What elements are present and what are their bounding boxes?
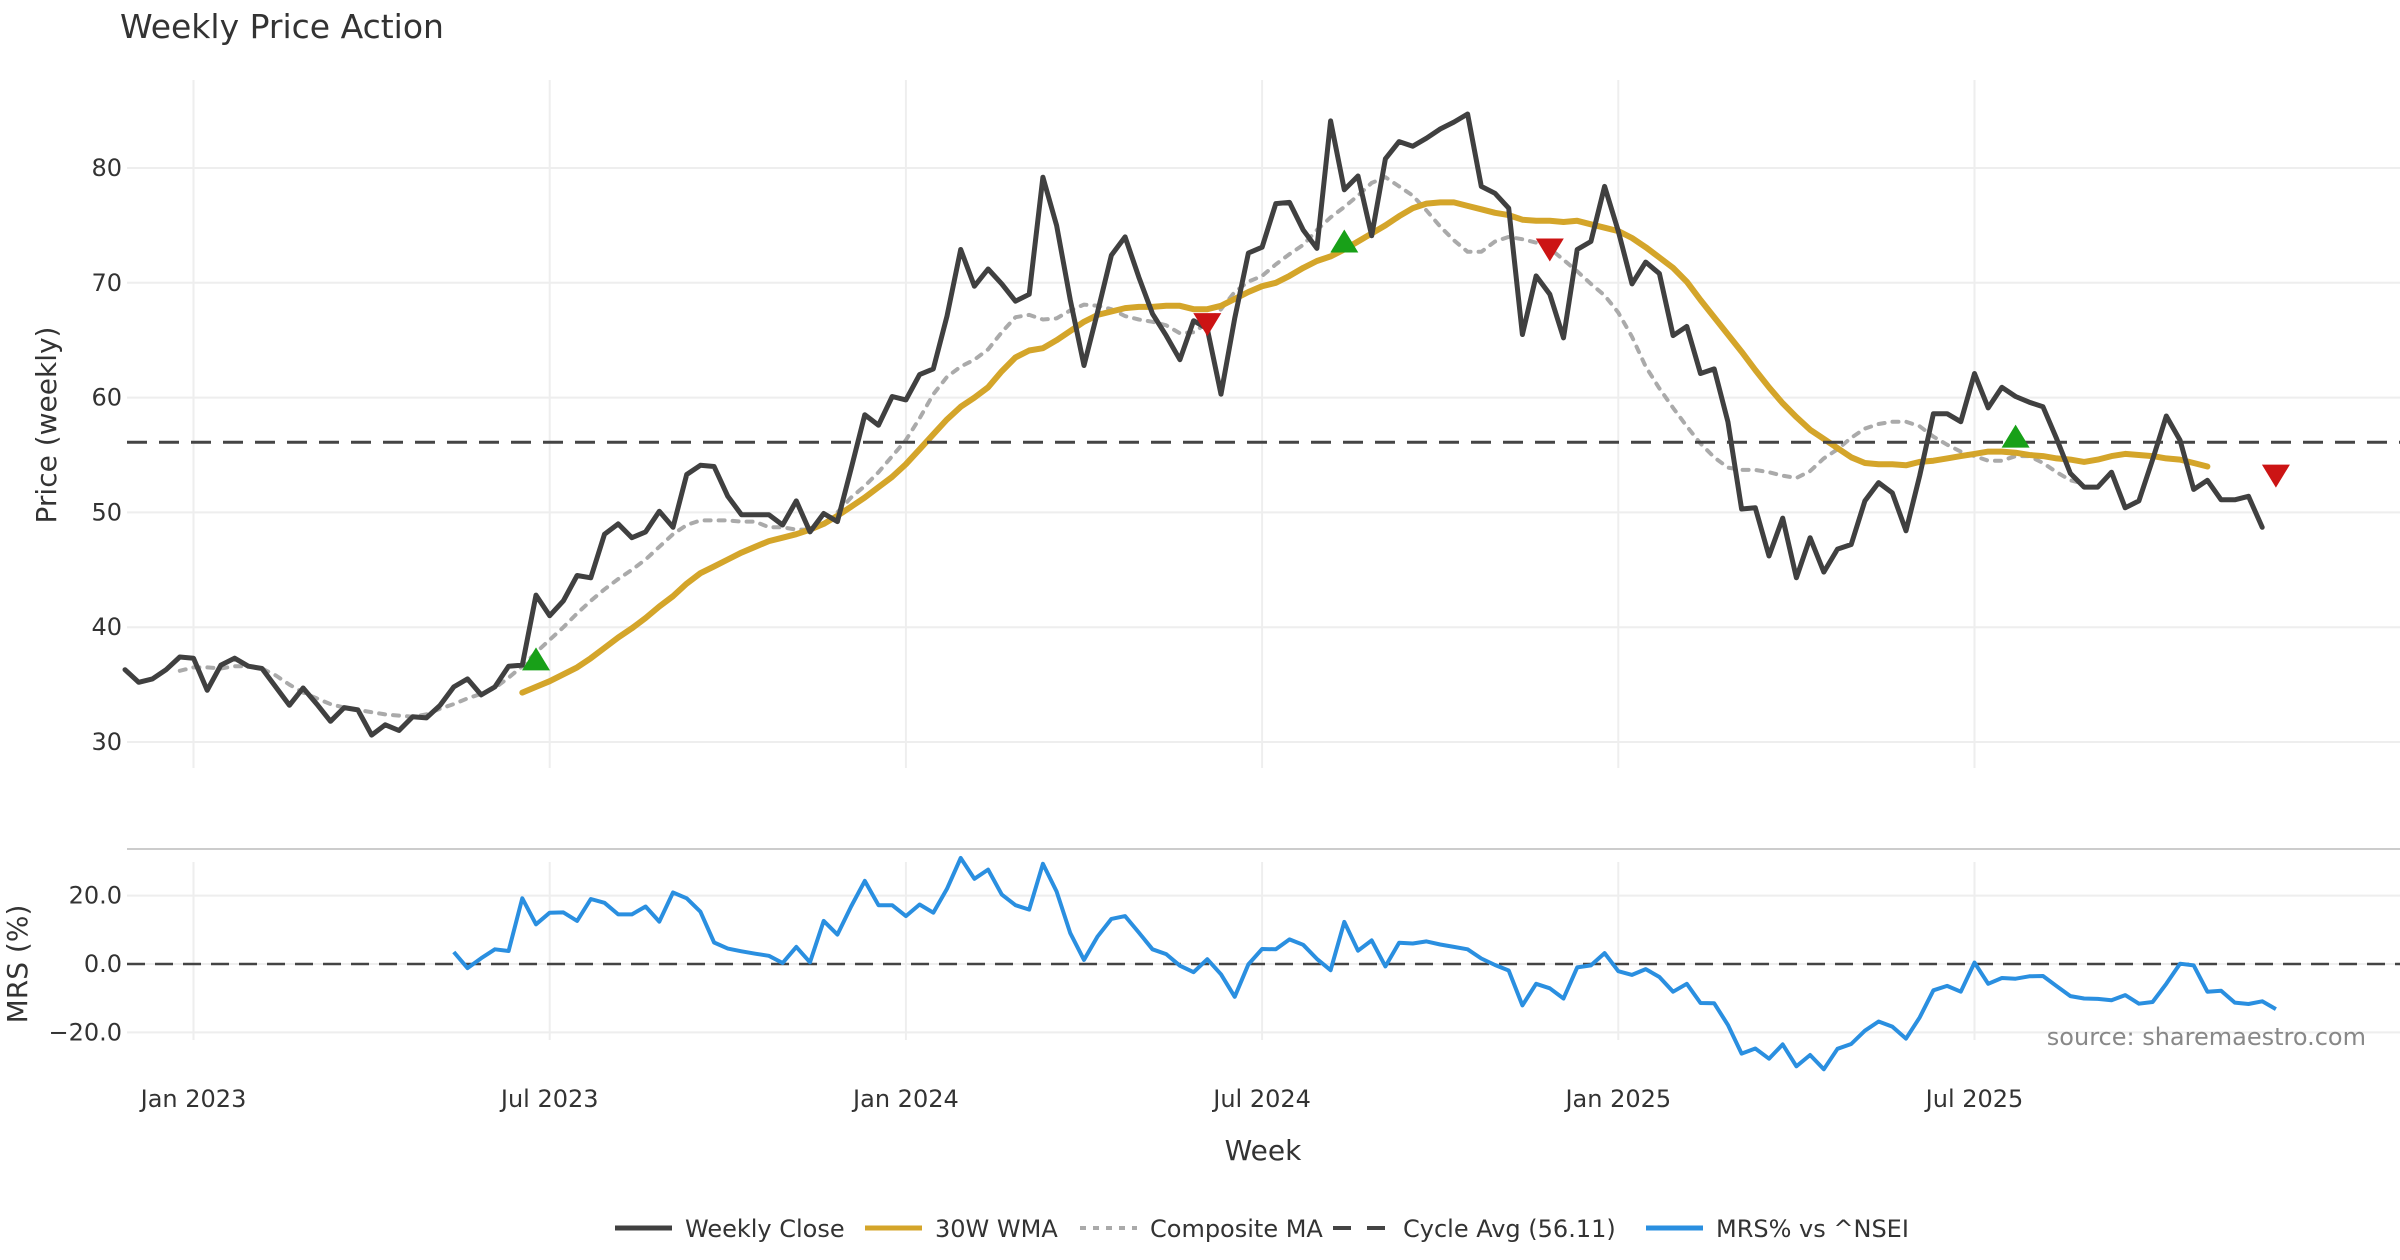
price-y-tick: 50 bbox=[91, 498, 122, 526]
series-mrs-vs-nsei bbox=[452, 856, 2277, 1072]
legend-label: Weekly Close bbox=[685, 1215, 845, 1243]
price-series bbox=[122, 111, 2265, 738]
mrs-y-tick: −20.0 bbox=[48, 1018, 122, 1046]
legend-label: 30W WMA bbox=[935, 1215, 1058, 1243]
source-note: source: sharemaestro.com bbox=[2047, 1023, 2366, 1051]
mrs-y-tick: 20.0 bbox=[69, 882, 122, 910]
x-axis-title: Week bbox=[1225, 1134, 1302, 1167]
buy-signal-marker bbox=[1330, 229, 1359, 253]
series-30w-wma bbox=[519, 199, 2211, 696]
sell-signal-marker bbox=[2261, 464, 2290, 488]
x-tick-label: Jul 2025 bbox=[1924, 1085, 2024, 1113]
mrs-y-tick: 0.0 bbox=[84, 950, 122, 978]
legend: Weekly Close 30W WMA Composite MA Cycle Avg… bbox=[615, 1215, 1909, 1243]
buy-signal-marker bbox=[2001, 424, 2030, 448]
buy-signal-marker bbox=[522, 647, 550, 671]
mrs-y-axis-title: MRS (%) bbox=[1, 905, 34, 1024]
x-axis-ticks: Jan 2023 Jul 2023 Jan 2024 Jul 2024 Jan 2025… bbox=[139, 1085, 2024, 1113]
x-tick-label: Jul 2024 bbox=[1211, 1085, 1311, 1113]
price-y-tick: 70 bbox=[91, 269, 122, 297]
sell-signal-marker bbox=[1535, 238, 1564, 262]
legend-label: Composite MA bbox=[1150, 1215, 1323, 1243]
mrs-y-axis-ticks: 20.0 0.0 −20.0 bbox=[48, 882, 122, 1047]
price-y-axis-title: Price (weekly) bbox=[30, 327, 63, 524]
price-y-tick: 80 bbox=[91, 154, 122, 182]
x-tick-label: Jan 2023 bbox=[139, 1085, 247, 1113]
price-y-tick: 60 bbox=[91, 384, 122, 412]
price-y-tick: 40 bbox=[91, 613, 122, 641]
x-tick-label: Jan 2025 bbox=[1563, 1085, 1671, 1113]
series-weekly-close bbox=[122, 111, 2265, 738]
mrs-series bbox=[452, 856, 2277, 1072]
price-gridlines bbox=[127, 80, 2400, 768]
chart-title: Weekly Price Action bbox=[120, 7, 444, 46]
x-tick-label: Jul 2023 bbox=[499, 1085, 599, 1113]
trade-signals bbox=[522, 229, 2290, 671]
price-y-axis-ticks: 30 40 50 60 70 80 bbox=[91, 154, 122, 756]
x-tick-label: Jan 2024 bbox=[851, 1085, 959, 1113]
sell-signal-marker bbox=[1193, 313, 1222, 337]
price-y-tick: 30 bbox=[91, 728, 122, 756]
legend-label: Cycle Avg (56.11) bbox=[1403, 1215, 1616, 1243]
legend-label: MRS% vs ^NSEI bbox=[1716, 1215, 1909, 1243]
